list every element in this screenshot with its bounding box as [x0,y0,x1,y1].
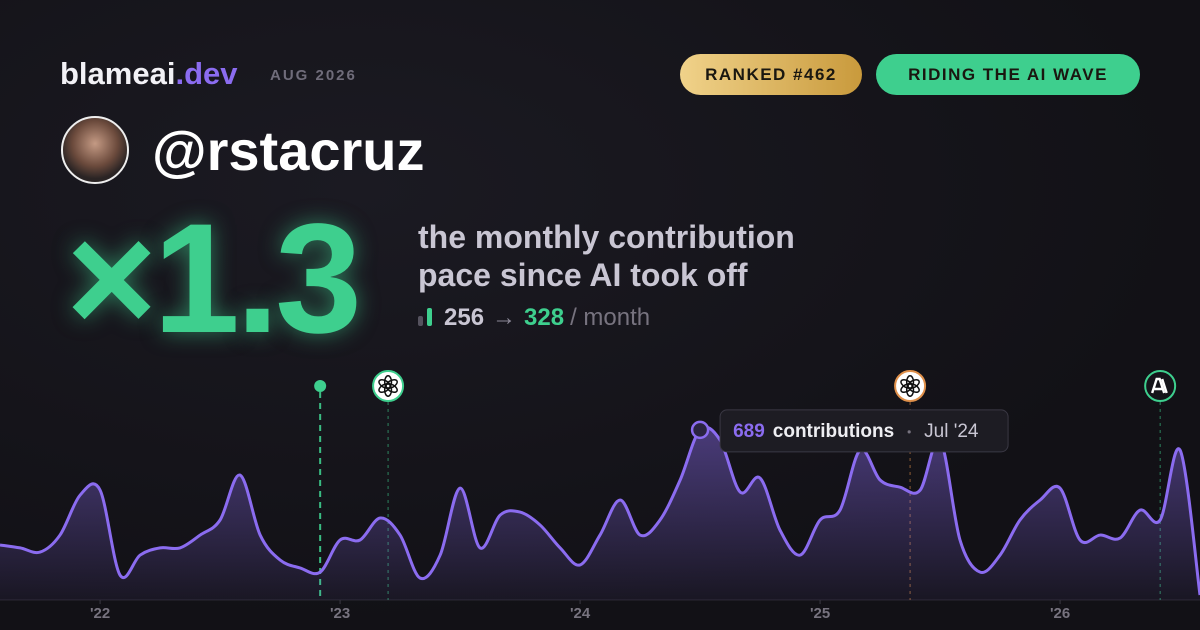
x-tick-label: '24 [570,605,591,622]
area-fill [0,427,1200,600]
peak-halo [690,420,710,440]
line [0,425,1200,596]
x-tick-label: '26 [1050,605,1070,622]
before-value: 256 [444,304,485,331]
stat-line: 256 → 328/ month [418,304,650,332]
tooltip-sep [907,430,911,434]
icon-circle [894,370,927,402]
date: AUG 2026 [270,67,357,84]
status-badge: RIDING THE AI WAVE [876,54,1140,95]
multiplier: ×1.3 [66,192,362,366]
tooltip-value: 689 [733,421,765,442]
icon-circle [372,370,405,402]
x-tick-label: '25 [810,605,830,622]
tooltip-text: 689 contributions Jul '24 [733,421,979,442]
handle: @rstacruz [152,119,425,182]
brand-name: blameai [60,56,176,91]
brand-tld: .dev [175,56,238,91]
event-icon [372,370,405,402]
after-value: 328 [524,304,565,331]
description: the monthly contribution [418,219,795,255]
icon-circle [1144,370,1177,402]
event-icon [894,370,927,402]
event-icon [1144,370,1177,402]
unit: / month [570,304,651,331]
avatar [61,116,129,184]
icon-petal [900,378,913,390]
x-tick-label: '22 [90,605,110,622]
rank-badge: RANKED #462 [680,54,862,95]
tooltip-label: contributions [773,421,894,442]
bars-icon [418,308,434,326]
icon-a [1151,377,1166,394]
x-tick-label: '23 [330,605,350,622]
event-dot [314,380,327,392]
arrow: → [492,304,517,331]
icon-slash [1161,378,1168,394]
tooltip-box [719,409,1009,453]
description: pace since AI took off [418,257,748,293]
icon-petal [378,378,391,390]
brand: blameai.dev [60,56,237,92]
tooltip-date: Jul '24 [924,421,979,442]
